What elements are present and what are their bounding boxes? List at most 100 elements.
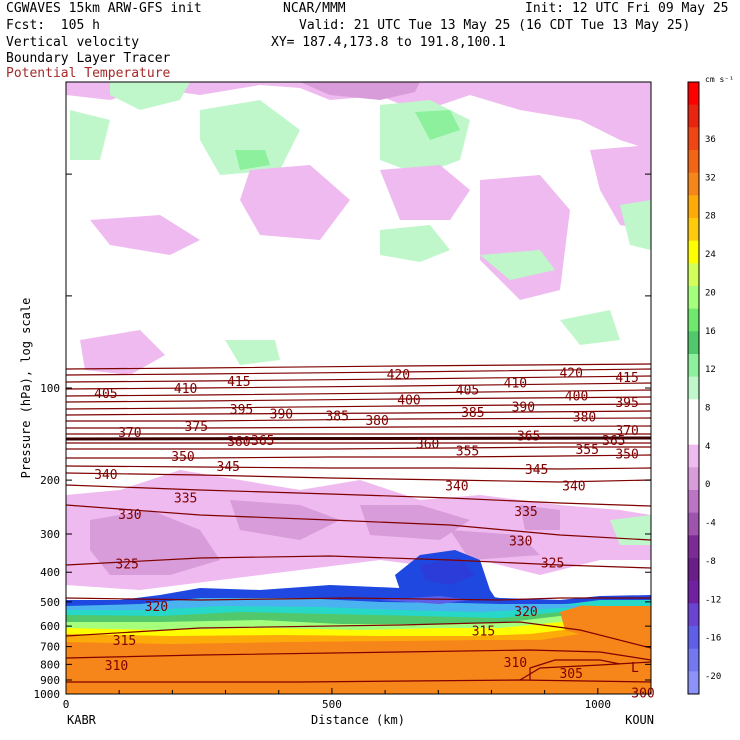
isentrope-label: 365 — [517, 430, 540, 445]
y-tick-label: 400 — [40, 566, 60, 579]
org-label: NCAR/MMM — [283, 1, 346, 16]
x-tick-label: 0 — [63, 698, 70, 711]
y-axis-label: Pressure (hPa), log scale — [19, 298, 33, 479]
isentrope-labels: 300 305 310 310 315 315 320 320 325 325 330 330 335 3… — [94, 367, 655, 702]
colorbar-swatch — [688, 512, 699, 536]
isentrope-label: 340 — [562, 479, 585, 494]
x-tick-label: 500 — [322, 698, 342, 711]
colorbar-swatch — [688, 308, 699, 332]
y-tick-label: 900 — [40, 674, 60, 687]
y-tick-label: 1000 — [34, 688, 61, 701]
field-potential-temperature: Potential Temperature — [6, 66, 171, 81]
colorbar: 36 32 28 24 20 16 12 8 4 0 -4 -8 -12 -16 -20 — [687, 81, 721, 695]
colorbar-units: cm s⁻¹ — [705, 75, 734, 84]
colorbar-swatch — [688, 648, 699, 672]
colorbar-tick-label: 4 — [705, 442, 710, 452]
colorbar-swatch — [688, 286, 699, 310]
isentrope-label: 355 — [456, 444, 479, 459]
isentrope-label: 400 — [397, 393, 420, 408]
colorbar-swatch — [688, 354, 699, 378]
isentrope-label: 365 — [251, 434, 274, 449]
y-tick-label: 500 — [40, 596, 60, 609]
valid-time: Valid: 21 UTC Tue 13 May 25 (16 CDT Tue … — [299, 18, 691, 33]
colorbar-tick-label: 12 — [705, 365, 716, 375]
field-vertical-velocity: Vertical velocity — [6, 35, 140, 50]
isentrope-label: 395 — [615, 396, 638, 411]
colorbar-swatch — [688, 467, 699, 491]
colorbar-swatch — [688, 603, 699, 627]
isentrope-label: 330 — [509, 534, 532, 549]
isentrope-label: 375 — [185, 420, 208, 435]
isentrope-label: 345 — [216, 460, 239, 475]
isentrope-label: 360 — [416, 438, 439, 453]
isentrope-label: 350 — [615, 448, 638, 463]
colorbar-swatch — [688, 263, 699, 287]
colorbar-tick-label: -4 — [705, 519, 716, 529]
isentrope-label: 350 — [171, 450, 194, 465]
colorbar-swatch — [688, 422, 699, 446]
isentrope-label: 325 — [541, 557, 564, 572]
isentrope-label: 380 — [365, 414, 388, 429]
init-time: Init: 12 UTC Fri 09 May 25 — [525, 1, 729, 16]
isentrope-label: 355 — [575, 443, 598, 458]
colorbar-swatch — [688, 444, 699, 468]
isentrope-label: 340 — [445, 479, 468, 494]
isentrope-label: 370 — [615, 424, 638, 439]
field-boundary-layer-tracer: Boundary Layer Tracer — [6, 51, 171, 66]
isentrope-label: 300 — [631, 687, 654, 702]
colorbar-swatch — [688, 626, 699, 650]
isentrope-label: 410 — [174, 382, 197, 397]
colorbar-tick-label: 28 — [705, 212, 716, 222]
y-tick-label: 800 — [40, 658, 60, 671]
isentrope-label: 385 — [461, 406, 484, 421]
colorbar-tick-label: -12 — [705, 595, 721, 605]
isentrope-label: 305 — [559, 667, 582, 682]
y-tick-label: 200 — [40, 474, 60, 487]
colorbar-tick-label: 8 — [705, 404, 710, 414]
right-endpoint-label: KOUN — [625, 713, 654, 727]
colorbar-swatch — [688, 218, 699, 242]
isentrope-label: 380 — [573, 411, 596, 426]
isentrope-label: 315 — [113, 634, 136, 649]
isentrope-label: 420 — [387, 368, 410, 383]
isentrope-label: 335 — [174, 492, 197, 507]
x-axis-label: Distance (km) — [311, 713, 405, 727]
colorbar-swatch — [688, 172, 699, 196]
isentrope-label: 345 — [525, 463, 548, 478]
isentrope-label: 405 — [456, 383, 479, 398]
isentrope-label: 370 — [118, 426, 141, 441]
colorbar-swatch — [688, 127, 699, 151]
x-tick-label: 1000 — [585, 698, 612, 711]
colorbar-swatch — [688, 240, 699, 264]
colorbar-tick-label: 24 — [705, 250, 716, 260]
isentrope-label: 415 — [227, 375, 250, 390]
isentrope-label: 320 — [145, 600, 168, 615]
y-tick-label: 100 — [40, 382, 60, 395]
y-tick-label: 700 — [40, 641, 60, 654]
colorbar-frame — [687, 81, 700, 695]
model-title: CGWAVES 15km ARW-GFS init — [6, 1, 202, 16]
colorbar-swatch — [688, 490, 699, 514]
isentrope-label: 365 — [602, 434, 625, 449]
colorbar-swatch — [688, 399, 699, 423]
vertical-velocity-shading — [66, 82, 651, 694]
isentrope-label: 415 — [615, 371, 638, 386]
isentrope-label: 420 — [559, 367, 582, 382]
low-marker: L — [631, 661, 639, 676]
colorbar-swatch — [688, 150, 699, 174]
forecast-hour: Fcst: 105 h — [6, 18, 100, 33]
cross-section-coords: XY= 187.4,173.8 to 191.8,100.1 — [271, 35, 506, 50]
colorbar-tick-label: 0 — [705, 480, 710, 490]
isentrope-label: 310 — [105, 659, 128, 674]
colorbar-swatch — [688, 671, 699, 695]
colorbar-tick-label: -20 — [705, 672, 721, 682]
isentrope-label: 310 — [504, 656, 527, 671]
isentrope-label: 320 — [514, 605, 537, 620]
isentrope-label: 335 — [514, 505, 537, 520]
colorbar-swatch — [688, 195, 699, 219]
isentrope-label: 405 — [94, 387, 117, 402]
colorbar-swatch — [688, 331, 699, 355]
isentrope-label: 390 — [512, 401, 535, 416]
